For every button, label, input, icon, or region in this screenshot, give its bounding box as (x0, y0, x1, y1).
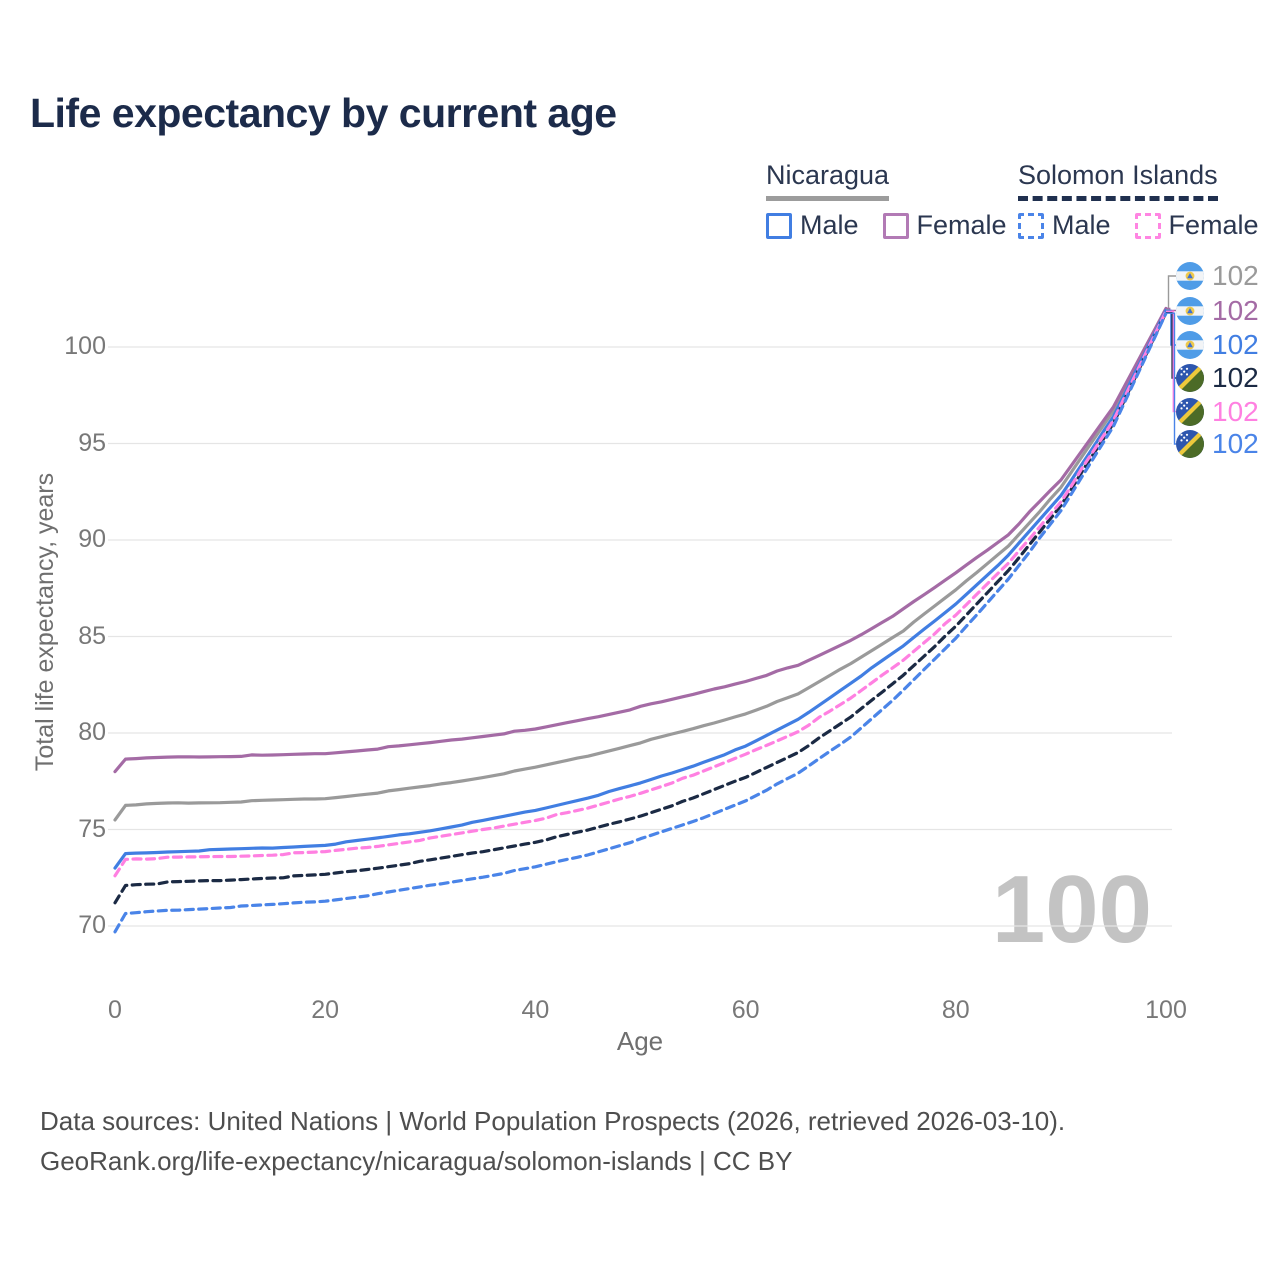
page-title: Life expectancy by current age (30, 90, 617, 136)
end-label-connectors (1166, 275, 1176, 445)
end-label-row: 102 (1176, 294, 1259, 326)
end-label-connector (1166, 307, 1176, 312)
end-label-connector (1166, 310, 1176, 413)
x-tick-label: 100 (1145, 996, 1187, 1024)
y-tick-label: 90 (78, 525, 106, 553)
end-label-row: 102 (1176, 260, 1259, 291)
end-label-row: 102 (1176, 329, 1259, 360)
legend-group-solomon-islands: Solomon Islands Male Female (1018, 160, 1259, 241)
series-line-nicaragua-both (113, 307, 1168, 822)
nicaragua-female-swatch-icon (882, 212, 909, 239)
y-tick-label: 100 (64, 332, 106, 360)
y-axis-title: Total life expectancy, years (31, 472, 59, 772)
end-label-row: 102 (1176, 428, 1259, 459)
legend-items-nicaragua: Male Female (766, 210, 1007, 241)
nicaragua-flag-icon (1176, 331, 1204, 359)
solomon-islands-flag-icon (1176, 364, 1204, 392)
series-line-solomon-islands-female (113, 309, 1168, 878)
end-label-row: 102 (1176, 362, 1259, 393)
legend-item-solomon-islands-female[interactable]: Female (1134, 210, 1259, 241)
legend-label: Female (916, 210, 1007, 240)
series-lines (113, 306, 1168, 934)
watermark-age: 100 (991, 856, 1152, 963)
series-line-nicaragua-female (113, 306, 1168, 774)
y-tick-label: 70 (78, 911, 106, 939)
solomon-islands-female-swatch-icon (1134, 212, 1161, 239)
y-tick-label: 95 (78, 428, 106, 457)
series-line-solomon-islands-male (113, 311, 1168, 934)
y-tick-label: 80 (78, 718, 106, 746)
nicaragua-flag-icon (1176, 262, 1204, 290)
footer-url-line: GeoRank.org/life-expectancy/nicaragua/so… (40, 1146, 793, 1176)
legend-item-nicaragua-male[interactable]: Male (766, 210, 859, 241)
nicaragua-flag-icon (1176, 296, 1204, 325)
legend-label: Male (1052, 210, 1111, 240)
x-axis-title: Age (616, 1026, 664, 1056)
solomon-islands-male-swatch-icon (1018, 212, 1044, 239)
legend-label: Male (800, 210, 859, 240)
x-tick-label: 20 (311, 996, 340, 1024)
legend-header-nicaragua[interactable]: Nicaragua (766, 160, 890, 201)
footer-source-line: Data sources: United Nations | World Pop… (40, 1106, 1066, 1136)
x-tick-label: 80 (941, 996, 970, 1024)
legend-group-nicaragua: Nicaragua Male Female (766, 160, 1007, 241)
gridlines (108, 346, 1172, 927)
y-tick-label: 85 (78, 621, 106, 650)
x-tick-label: 0 (108, 996, 122, 1024)
y-tick-label: 75 (78, 814, 106, 843)
end-label-value: 102 (1212, 395, 1259, 427)
legend-item-nicaragua-female[interactable]: Female (882, 210, 1007, 241)
end-label-connector (1166, 311, 1176, 379)
solomon-islands-flag-icon (1176, 430, 1204, 458)
end-label-value: 102 (1212, 294, 1259, 326)
end-label-value: 102 (1212, 362, 1259, 393)
legend-header-solomon-islands[interactable]: Solomon Islands (1018, 160, 1218, 201)
legend-item-solomon-islands-male[interactable]: Male (1018, 210, 1111, 241)
legend-label: Female (1168, 210, 1259, 240)
series-line-solomon-islands-both (113, 310, 1168, 905)
end-label-value: 102 (1212, 329, 1259, 360)
end-label-value: 102 (1212, 428, 1259, 459)
end-label-connector (1166, 312, 1176, 445)
legend-items-solomon-islands: Male Female (1018, 210, 1259, 241)
series-line-nicaragua-male (113, 308, 1168, 870)
solomon-islands-flag-icon (1176, 397, 1204, 426)
end-label-value: 102 (1212, 260, 1259, 291)
end-label-row: 102 (1176, 395, 1259, 427)
x-tick-label: 60 (731, 996, 760, 1024)
end-label-connector (1166, 275, 1176, 311)
x-tick-label: 40 (521, 996, 550, 1024)
end-label-connector (1166, 309, 1176, 346)
nicaragua-male-swatch-icon (766, 212, 792, 239)
